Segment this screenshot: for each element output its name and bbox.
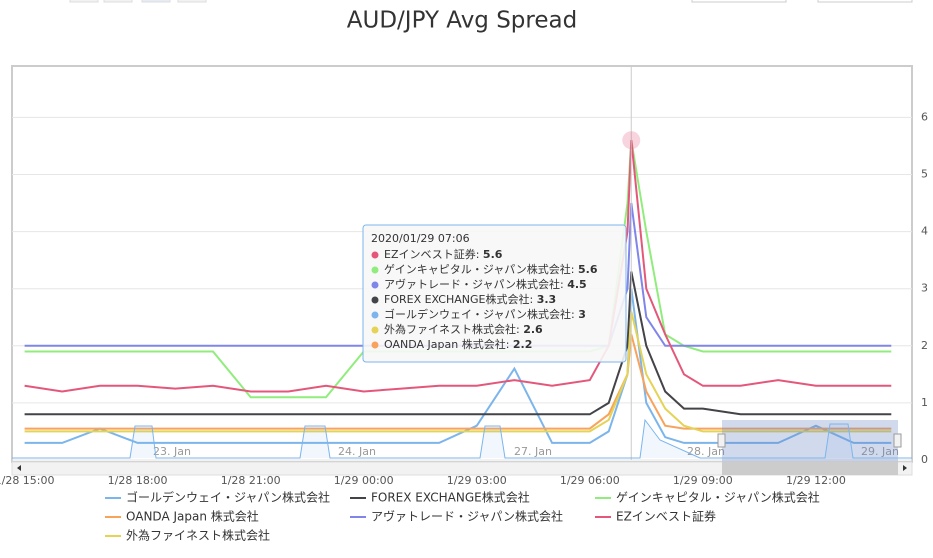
tooltip-value: 2.6 <box>523 323 543 336</box>
navigator-handle[interactable] <box>717 433 726 448</box>
navigator-label: 24. Jan <box>338 445 376 458</box>
tooltip-name: OANDA Japan 株式会社 <box>384 337 506 351</box>
tooltip-sep: : <box>506 338 513 351</box>
tooltip-dot <box>371 296 379 304</box>
tooltip-row: OANDA Japan 株式会社: 2.2 <box>384 337 532 351</box>
navigator-series <box>12 418 912 459</box>
x-tick-label: 1/28 18:00 <box>108 474 168 487</box>
y-tick-label: 2 <box>921 339 928 352</box>
legend-label[interactable]: EZインベスト証券 <box>616 509 716 524</box>
tooltip-dot <box>371 341 379 349</box>
scrollbar-track[interactable] <box>11 461 913 476</box>
y-tick-label: 0 <box>921 453 928 466</box>
range-button[interactable] <box>69 0 99 3</box>
tooltip-name: EZインベスト証券 <box>384 247 476 261</box>
legend-label[interactable]: FOREX EXCHANGE株式会社 <box>371 490 530 505</box>
y-tick-label: 6 <box>921 110 928 123</box>
x-tick-label: 1/29 03:00 <box>447 474 507 487</box>
tooltip-row: EZインベスト証券: 5.6 <box>384 247 503 261</box>
tooltip-name: ゴールデンウェイ・ジャパン株式会社 <box>384 307 571 321</box>
series-line <box>24 311 892 433</box>
range-button[interactable] <box>103 0 133 3</box>
tooltip-title: 2020/01/29 07:06 <box>371 232 470 245</box>
tooltip-dot <box>371 251 379 259</box>
legend-label[interactable]: アヴァトレード・ジャパン株式会社 <box>371 509 563 524</box>
y-tick-label: 4 <box>921 225 928 238</box>
navigator-mask <box>722 420 898 462</box>
x-tick-label: 1/29 00:00 <box>334 474 394 487</box>
series-line <box>24 271 892 416</box>
range-button[interactable] <box>177 0 207 3</box>
tooltip-row: ゲインキャピタル・ジャパン株式会社: 5.6 <box>384 262 598 276</box>
scrollbar-thumb[interactable] <box>722 462 898 475</box>
legend-label[interactable]: OANDA Japan 株式会社 <box>126 509 259 524</box>
tooltip-dot <box>371 281 379 289</box>
navigator-label: 27. Jan <box>514 445 552 458</box>
tooltip-row: ゴールデンウェイ・ジャパン株式会社: 3 <box>384 307 586 321</box>
navigator-label: 23. Jan <box>153 445 191 458</box>
y-tick-label: 1 <box>921 396 928 409</box>
tooltip-row: アヴァトレード・ジャパン株式会社: 4.5 <box>384 277 587 291</box>
series-line <box>24 140 892 393</box>
x-tick-label: 1/29 09:00 <box>673 474 733 487</box>
x-tick-label: 1/28 21:00 <box>221 474 281 487</box>
legend-label[interactable]: 外為ファイネスト株式会社 <box>126 528 270 543</box>
tooltip-row: 外為ファイネスト株式会社: 2.6 <box>384 322 543 336</box>
y-tick-label: 3 <box>921 282 928 295</box>
tooltip-sep: : <box>529 293 536 306</box>
x-tick-label: 1/29 12:00 <box>786 474 846 487</box>
tooltip-box <box>362 224 627 363</box>
series-line <box>24 334 892 430</box>
tooltip-sep: : <box>571 263 578 276</box>
x-tick-label: 1/29 06:00 <box>560 474 620 487</box>
tooltip-value: 5.6 <box>483 248 503 261</box>
tooltip-value: 4.5 <box>567 278 587 291</box>
tooltip-name: 外為ファイネスト株式会社 <box>384 322 516 336</box>
navigator-label: 29. Jan <box>861 445 899 458</box>
navigator-label: 28. Jan <box>687 445 725 458</box>
tooltip-name: ゲインキャピタル・ジャパン株式会社 <box>384 262 571 276</box>
x-tick-label: 1/28 15:00 <box>0 474 55 487</box>
navigator-handle[interactable] <box>893 433 902 448</box>
tooltip-name: FOREX EXCHANGE株式会社 <box>384 292 529 306</box>
tooltip-sep: : <box>560 278 567 291</box>
tooltip-value: 5.6 <box>578 263 598 276</box>
date-input[interactable] <box>817 0 913 3</box>
tooltip-value: 3.3 <box>537 293 557 306</box>
tooltip-sep: : <box>516 323 523 336</box>
tooltip-dot <box>371 311 379 319</box>
tooltip-value: 2.2 <box>513 338 533 351</box>
tooltip-name: アヴァトレード・ジャパン株式会社 <box>384 277 560 291</box>
y-tick-label: 5 <box>921 167 928 180</box>
legend-label[interactable]: ゴールデンウェイ・ジャパン株式会社 <box>126 490 330 505</box>
tooltip-row: FOREX EXCHANGE株式会社: 3.3 <box>384 292 556 306</box>
tooltip-dot <box>371 266 379 274</box>
tooltip-sep: : <box>571 308 578 321</box>
date-input[interactable] <box>691 0 787 3</box>
tooltip-value: 3 <box>578 308 586 321</box>
hover-halo <box>622 131 641 150</box>
tooltip-sep: : <box>476 248 483 261</box>
legend-label[interactable]: ゲインキャピタル・ジャパン株式会社 <box>616 490 820 505</box>
range-button[interactable] <box>141 0 171 3</box>
tooltip-dot <box>371 326 379 334</box>
chart-title: AUD/JPY Avg Spread <box>347 8 577 34</box>
